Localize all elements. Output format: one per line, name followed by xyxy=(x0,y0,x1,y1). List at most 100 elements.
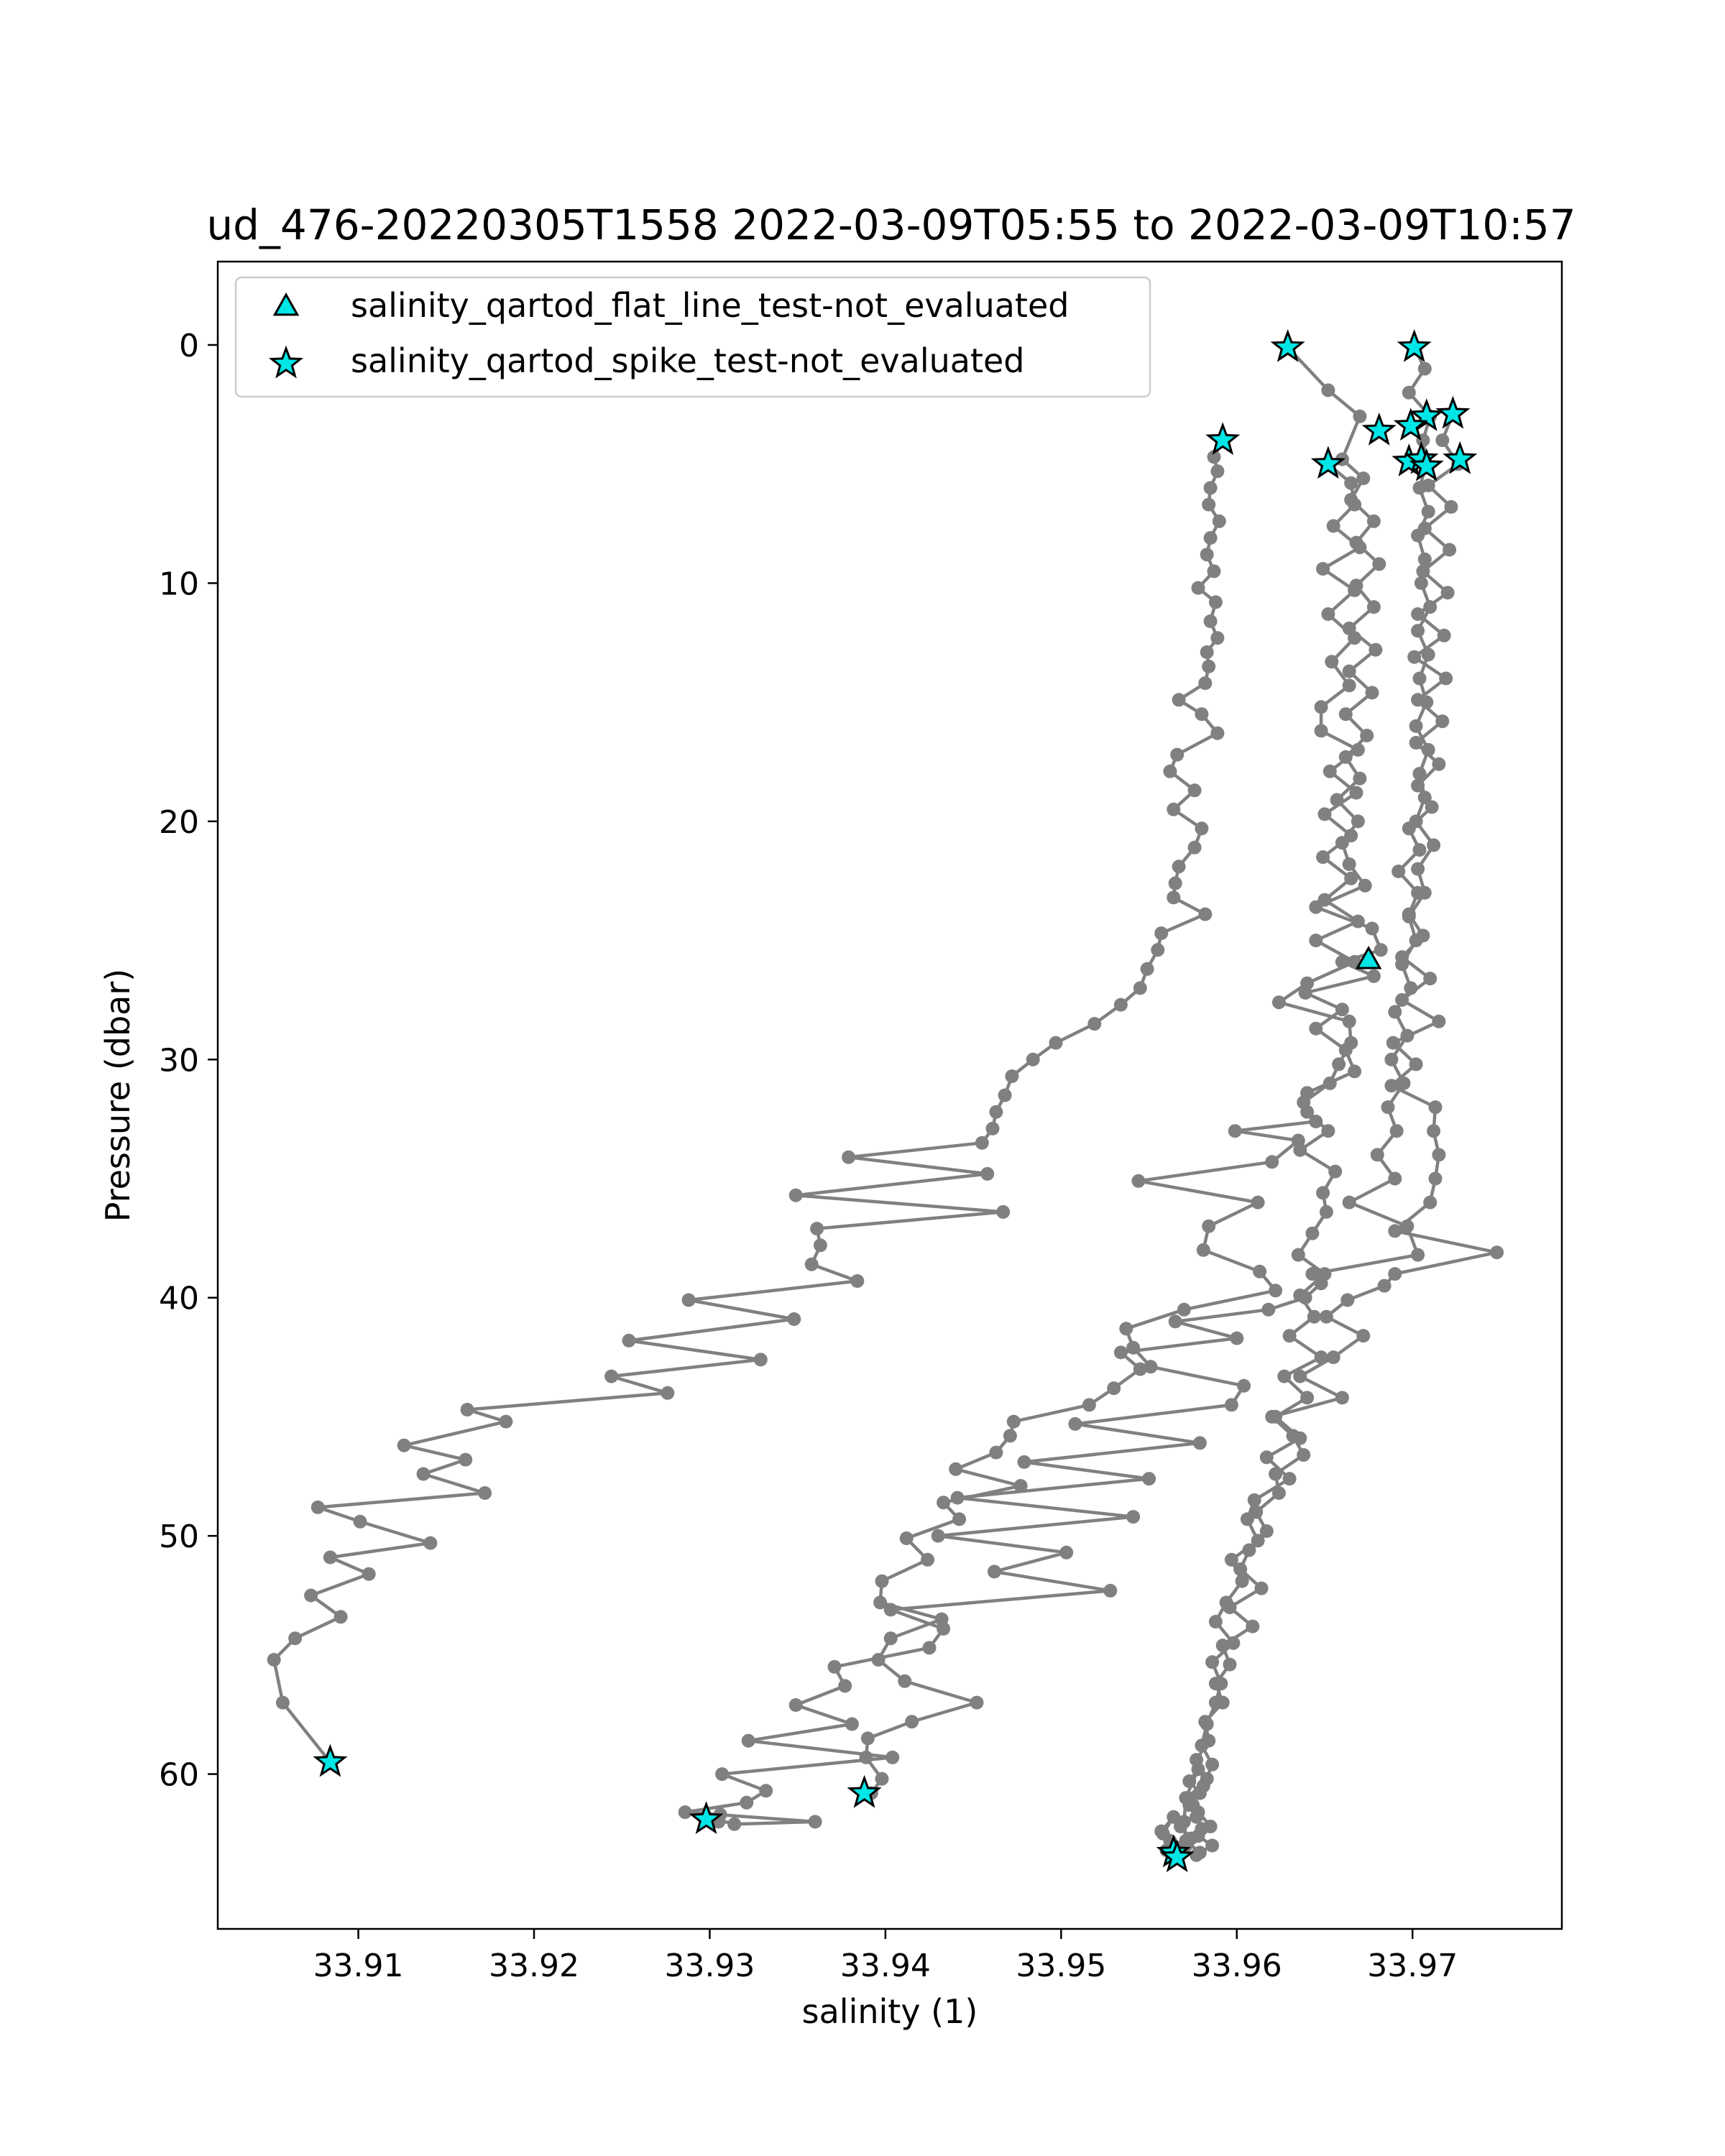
profile-point xyxy=(838,1679,852,1693)
profile-point xyxy=(1349,535,1363,550)
profile-point xyxy=(1212,514,1226,528)
y-tick-label: 60 xyxy=(159,1757,199,1794)
profile-point xyxy=(1411,885,1425,900)
profile-point xyxy=(1309,1021,1323,1036)
profile-point xyxy=(1409,1057,1423,1072)
series-layer xyxy=(267,340,1504,1865)
profile-point xyxy=(850,1274,865,1288)
profile-point xyxy=(499,1414,513,1429)
profile-point xyxy=(952,1512,967,1526)
profile-point xyxy=(1151,943,1165,957)
profile-point xyxy=(1119,1322,1133,1336)
profile-point xyxy=(1402,907,1416,921)
profile-point xyxy=(1195,1822,1209,1836)
profile-point xyxy=(1300,1391,1315,1405)
profile-point xyxy=(1242,1543,1256,1557)
profile-point xyxy=(397,1438,411,1452)
profile-point xyxy=(1003,1429,1017,1443)
profile-point xyxy=(1293,1369,1307,1383)
profile-point xyxy=(460,1403,474,1416)
profile-point xyxy=(1168,1314,1182,1329)
profile-point xyxy=(753,1353,768,1367)
profile-point xyxy=(1087,1017,1102,1031)
profile-point xyxy=(1388,1005,1402,1019)
profile-point xyxy=(998,1088,1012,1102)
profile-point xyxy=(1167,1810,1181,1824)
profile-point xyxy=(1228,1124,1242,1138)
profile-point xyxy=(1412,767,1427,781)
profile-point xyxy=(1340,1293,1355,1307)
legend-star-marker xyxy=(268,345,304,379)
profile-point xyxy=(1049,1036,1063,1050)
profile-point xyxy=(1342,678,1356,693)
profile-point xyxy=(1103,1583,1118,1598)
profile-point xyxy=(1202,1733,1216,1748)
profile-point xyxy=(1198,907,1213,921)
profile-point xyxy=(1432,1148,1446,1162)
profile-point xyxy=(323,1550,337,1565)
profile-point xyxy=(1210,631,1225,645)
profile-point xyxy=(883,1631,898,1646)
profile-point xyxy=(1237,1378,1251,1393)
profile-point xyxy=(827,1659,842,1674)
profile-point xyxy=(845,1717,859,1731)
profile-point xyxy=(1435,714,1450,729)
profile-point xyxy=(1338,750,1353,764)
profile-point xyxy=(1113,998,1128,1012)
profile-point xyxy=(1203,614,1218,628)
profile-point xyxy=(1356,1329,1371,1343)
profile-point xyxy=(1316,1186,1330,1200)
profile-point xyxy=(1196,1243,1210,1257)
profile-point xyxy=(1366,600,1381,614)
profile-point xyxy=(808,1815,822,1829)
profile-point xyxy=(1423,972,1438,986)
profile-point xyxy=(985,1121,1000,1135)
profile-point xyxy=(288,1631,303,1646)
profile-point xyxy=(1344,476,1358,490)
spike-flag-star xyxy=(1443,441,1478,474)
profile-point xyxy=(1309,900,1323,914)
profile-line xyxy=(1172,346,1383,1858)
profile-point xyxy=(1205,1838,1220,1853)
profile-point xyxy=(1321,383,1335,397)
profile-point xyxy=(678,1805,692,1820)
profile-point xyxy=(1200,1772,1214,1786)
profile-series-2 xyxy=(678,457,1367,1831)
profile-point xyxy=(1319,1309,1333,1324)
profile-point xyxy=(1388,1171,1402,1186)
profile-point xyxy=(1126,1510,1141,1524)
profile-series-5 xyxy=(1154,407,1504,1862)
profile-point xyxy=(1490,1245,1504,1260)
profile-point xyxy=(1006,1414,1021,1429)
profile-point xyxy=(937,1496,951,1510)
profile-point xyxy=(1282,1329,1297,1343)
y-tick-label: 20 xyxy=(159,804,199,841)
profile-point xyxy=(304,1588,318,1603)
profile-point xyxy=(1440,586,1455,600)
profile-point xyxy=(934,1612,949,1626)
profile-point xyxy=(1251,1195,1265,1210)
profile-point xyxy=(1368,642,1383,657)
profile-point xyxy=(1389,1124,1404,1138)
profile-point xyxy=(1261,1302,1276,1317)
profile-point xyxy=(416,1467,431,1481)
profile-point xyxy=(1407,650,1422,664)
profile-point xyxy=(1377,1279,1392,1293)
spike-flag-star xyxy=(847,1774,882,1808)
profile-point xyxy=(1316,850,1330,865)
profile-point xyxy=(996,1204,1011,1219)
profile-point xyxy=(1342,1014,1356,1028)
profile-point xyxy=(1443,543,1457,557)
triangle-icon xyxy=(272,292,300,316)
profile-point xyxy=(1417,552,1432,566)
spike-flag-star xyxy=(1397,329,1432,362)
spike-flag-star xyxy=(1361,413,1397,446)
profile-point xyxy=(1326,519,1340,533)
legend-entry-spike: salinity_qartod_spike_test-not_evaluated xyxy=(351,341,1024,380)
chart-title: ud_476-20220305T1558 2022-03-09T05:55 to… xyxy=(206,201,1576,249)
profile-point xyxy=(987,1565,1001,1579)
profile-point xyxy=(1330,793,1344,807)
profile-point xyxy=(459,1452,473,1467)
profile-point xyxy=(478,1486,492,1500)
